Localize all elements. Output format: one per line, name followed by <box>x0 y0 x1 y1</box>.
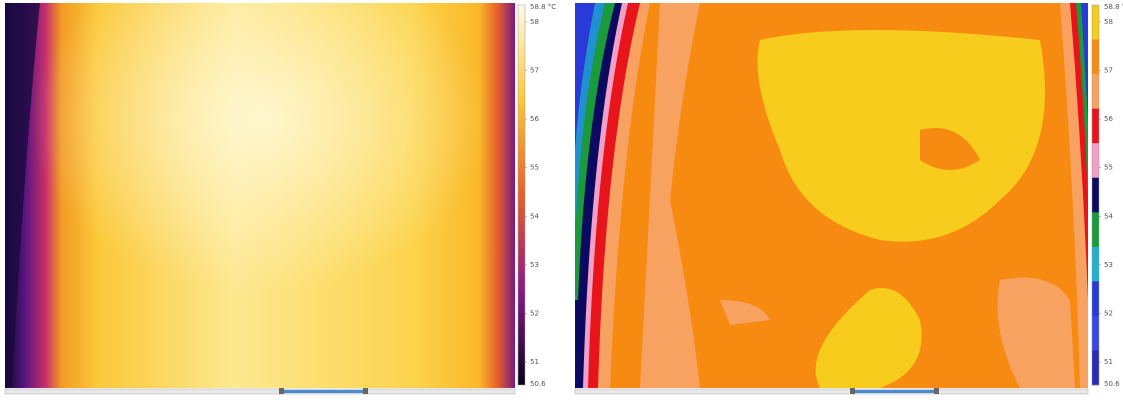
thermal-image-right <box>575 3 1088 388</box>
colorbar-step <box>1092 74 1099 109</box>
colorbar-step <box>1092 281 1099 316</box>
colorbar-left <box>518 5 525 385</box>
colorbar-step <box>1092 109 1099 144</box>
colorbar-tick-label: 58 <box>1104 18 1113 26</box>
colorbar-tick-label: 53 <box>1104 261 1113 269</box>
colorbar-tick-label: 56 <box>1104 115 1113 123</box>
colorbar-step <box>1092 247 1099 282</box>
colorbar-tick-label: 57 <box>530 67 539 75</box>
colorbar-tick-label: 56 <box>530 115 539 123</box>
scroll-handle[interactable] <box>363 388 368 394</box>
colorbar-step <box>1092 40 1099 75</box>
colorbar-tick-label: 58 <box>530 18 539 26</box>
scroll-handle[interactable] <box>850 388 855 394</box>
colorbar-tick-label: 55 <box>530 164 539 172</box>
colorbar-step <box>1092 5 1099 40</box>
colorbar-max-label: 58.8 °C <box>530 3 556 11</box>
colorbar-tick-label: 54 <box>530 212 539 220</box>
colorbar-tick-label: 57 <box>1104 67 1113 75</box>
scroll-handle[interactable] <box>279 388 284 394</box>
colorbar-max-label: 58.8 °C <box>1104 3 1123 11</box>
scrollbar-left[interactable] <box>5 389 515 394</box>
colorbar-min-label: 50.6 <box>530 380 546 388</box>
colorbar-tick-label: 52 <box>530 309 539 317</box>
scrollbar-right[interactable] <box>575 389 1088 394</box>
colorbar-right <box>1092 5 1099 385</box>
colorbar-min-label: 50.6 <box>1104 380 1120 388</box>
colorbar-tick-label: 52 <box>1104 309 1113 317</box>
thermal-image-left <box>5 3 515 388</box>
colorbar-step <box>1092 316 1099 351</box>
scroll-handle[interactable] <box>934 388 939 394</box>
scroll-thumb-right[interactable] <box>853 390 936 393</box>
colorbar-tick-label: 51 <box>1104 358 1113 366</box>
colorbar-step <box>1092 350 1099 385</box>
colorbar-tick-label: 54 <box>1104 212 1113 220</box>
colorbar-tick-label: 53 <box>530 261 539 269</box>
screen: 58.8 °C 50.6 58 57 56 55 54 53 52 51 58.8 °C 50.6 58… <box>0 0 1123 403</box>
colorbar-tick-label: 55 <box>1104 164 1113 172</box>
colorbar-step <box>1092 143 1099 178</box>
colorbar-tick-label: 51 <box>530 358 539 366</box>
colorbar-step <box>1092 212 1099 247</box>
colorbar-step <box>1092 178 1099 213</box>
scroll-thumb-left[interactable] <box>282 390 365 393</box>
